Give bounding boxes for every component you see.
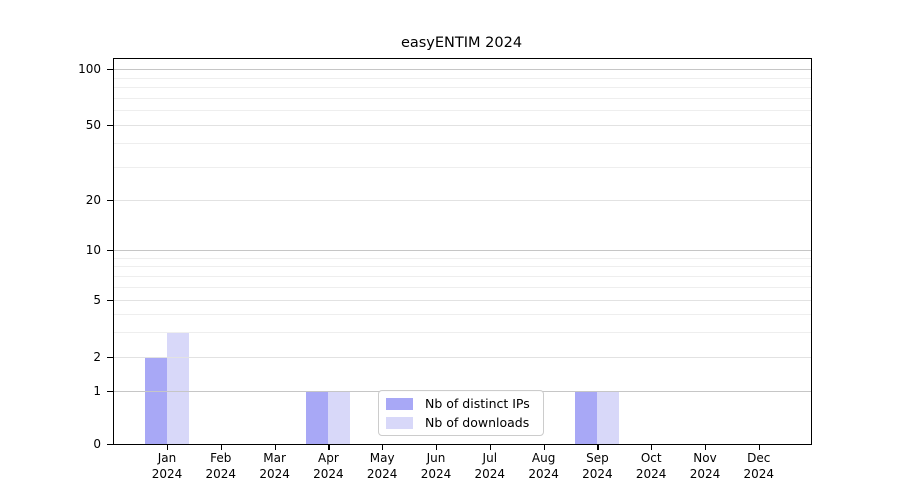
y-tick-label: 50 <box>85 118 101 132</box>
x-tick <box>274 445 276 450</box>
x-tick <box>651 445 653 450</box>
x-tick-label-sep: Sep 2024 <box>565 451 629 482</box>
y-tick-label: 2 <box>93 350 101 364</box>
x-tick-year: 2024 <box>689 466 721 481</box>
gridline-y-30 <box>114 166 811 168</box>
x-tick-year: 2024 <box>582 466 613 481</box>
y-tick <box>107 250 114 252</box>
y-tick <box>107 357 114 359</box>
x-tick-year: 2024 <box>420 466 452 481</box>
x-tick-year: 2024 <box>743 466 775 481</box>
gridline-y-9 <box>114 257 811 259</box>
legend-label: Nb of downloads <box>425 415 530 430</box>
x-tick-month: Nov <box>693 451 717 465</box>
x-tick <box>436 445 438 450</box>
x-tick-year: 2024 <box>635 466 667 481</box>
legend-swatch-downloads <box>386 416 413 429</box>
x-tick-month: Mar <box>263 451 286 465</box>
x-tick-label-mar: Mar 2024 <box>243 451 307 482</box>
gridline-y-5 <box>114 300 811 301</box>
x-tick-year: 2024 <box>474 466 506 481</box>
gridline-y-50 <box>114 125 811 126</box>
y-tick <box>107 391 114 393</box>
x-tick-label-jan: Jan 2024 <box>135 451 199 482</box>
x-tick <box>489 445 491 450</box>
x-tick-month: Aug <box>531 451 556 465</box>
bar-downloads-month-9 <box>597 391 620 444</box>
y-tick <box>107 444 114 446</box>
gridline-y-80 <box>114 87 811 89</box>
x-tick-label-apr: Apr 2024 <box>296 451 360 482</box>
y-tick-label: 10 <box>85 243 101 257</box>
gridline-y-40 <box>114 143 811 145</box>
x-tick-year: 2024 <box>205 466 237 481</box>
y-tick-label: 100 <box>78 62 101 76</box>
gridline-y-2 <box>114 357 811 358</box>
bar-ips-month-1 <box>145 357 167 444</box>
legend-row: Nb of downloads <box>386 415 535 430</box>
plot-area <box>113 58 812 445</box>
bar-ips-month-9 <box>575 391 598 444</box>
gridline-y-4 <box>114 313 811 315</box>
x-tick <box>597 445 599 450</box>
x-tick <box>220 445 222 450</box>
x-tick-month: Jun <box>426 451 446 465</box>
x-tick-label-dec: Dec 2024 <box>727 451 791 482</box>
gridline-y-3 <box>114 331 811 333</box>
legend: Nb of distinct IPs Nb of downloads <box>378 390 544 436</box>
y-tick-label: 0 <box>93 437 101 451</box>
x-tick-label-nov: Nov 2024 <box>673 451 737 482</box>
y-tick <box>107 69 114 71</box>
x-tick <box>382 445 384 450</box>
gridline-y-100 <box>114 69 811 70</box>
gridline-y-10 <box>114 250 811 251</box>
gridline-y-7 <box>114 275 811 277</box>
x-tick-month: Jan <box>157 451 177 465</box>
x-tick-month: Feb <box>210 451 232 465</box>
x-tick-month: Apr <box>318 451 339 465</box>
gridline-y-6 <box>114 286 811 288</box>
x-tick-month: Dec <box>747 451 771 465</box>
y-tick-label: 5 <box>93 293 101 307</box>
y-tick-label: 1 <box>93 384 101 398</box>
x-tick-label-feb: Feb 2024 <box>189 451 253 482</box>
x-tick-month: Oct <box>640 451 662 465</box>
x-tick <box>705 445 707 450</box>
gridline-y-20 <box>114 199 811 201</box>
x-tick-label-jun: Jun 2024 <box>404 451 468 482</box>
legend-row: Nb of distinct IPs <box>386 396 535 411</box>
x-tick-year: 2024 <box>528 466 559 481</box>
x-tick <box>543 445 545 450</box>
x-tick-year: 2024 <box>313 466 344 481</box>
y-tick <box>107 199 114 201</box>
x-tick <box>167 445 169 450</box>
x-tick-month: May <box>369 451 395 465</box>
chart-title: easyENTIM 2024 <box>400 35 523 51</box>
x-tick-label-jul: Jul 2024 <box>458 451 522 482</box>
x-tick-label-aug: Aug 2024 <box>512 451 576 482</box>
x-tick-label-may: May 2024 <box>350 451 414 482</box>
legend-label: Nb of distinct IPs <box>425 396 530 411</box>
bar-ips-month-4 <box>306 391 329 444</box>
gridline-y-70 <box>114 97 811 99</box>
bar-downloads-month-1 <box>167 331 189 444</box>
gridline-y-8 <box>114 266 811 268</box>
x-tick-label-oct: Oct 2024 <box>619 451 683 482</box>
x-tick-year: 2024 <box>151 466 183 481</box>
x-tick <box>758 445 760 450</box>
x-tick-month: Sep <box>586 451 609 465</box>
legend-swatch-ips <box>386 397 413 410</box>
x-tick-year: 2024 <box>366 466 398 481</box>
gridline-y-60 <box>114 110 811 112</box>
x-tick-year: 2024 <box>259 466 290 481</box>
y-tick <box>107 300 114 302</box>
y-tick-label: 20 <box>85 192 101 207</box>
y-tick <box>107 125 114 127</box>
x-tick-month: Jul <box>482 451 498 465</box>
bar-downloads-month-4 <box>328 391 351 444</box>
x-tick <box>328 445 330 450</box>
gridline-y-90 <box>114 77 811 79</box>
